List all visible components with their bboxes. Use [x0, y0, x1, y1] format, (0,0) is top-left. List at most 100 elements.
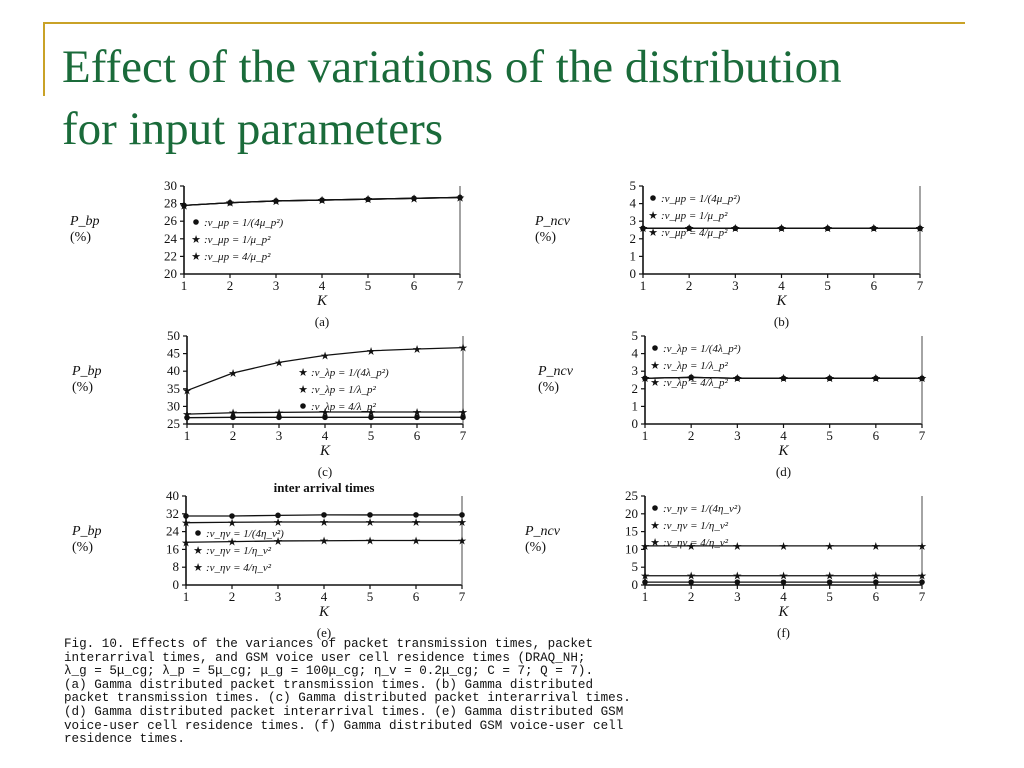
legend-marker: [652, 345, 658, 351]
y-tick-label: 0: [173, 577, 180, 592]
data-point: ★: [823, 223, 833, 235]
data-point: ★: [227, 537, 237, 549]
data-point: ★: [457, 536, 467, 548]
data-point: ★: [640, 373, 650, 385]
legend-marker: ★: [648, 210, 658, 222]
y-tick-label: 2: [630, 231, 637, 246]
slide-title: Effect of the variations of the distribu…: [62, 36, 982, 160]
data-point: [321, 512, 327, 518]
data-point: ★: [640, 541, 650, 553]
data-point: ★: [779, 541, 789, 553]
x-tick-label: 3: [732, 278, 739, 293]
legend-marker: ★: [650, 377, 660, 389]
y-tick-label: 5: [632, 328, 639, 343]
x-tick-label: 7: [459, 589, 466, 604]
legend-entry: :v_μp = 4/μ_p²: [204, 251, 271, 263]
data-point: ★: [274, 407, 284, 419]
x-tick-label: 5: [826, 428, 833, 443]
legend-entry: :v_λp = 1/(4λ_p²): [663, 343, 741, 355]
x-tick-label: 4: [321, 589, 328, 604]
x-tick-label: 1: [642, 428, 649, 443]
data-point: ★: [917, 571, 927, 583]
legend-entry: :v_λp = 1/λ_p²: [663, 360, 729, 372]
y-axis-label: P_bp: [71, 364, 102, 379]
data-point: [734, 579, 741, 585]
y-tick-label: 0: [632, 416, 639, 431]
y-tick-label: 25: [625, 488, 638, 503]
data-point: [183, 513, 189, 519]
data-point: ★: [411, 536, 421, 548]
data-point: ★: [274, 357, 284, 369]
x-tick-label: 2: [230, 428, 237, 443]
slide-title-line-2: for input parameters: [62, 103, 444, 155]
x-tick-label: 4: [780, 428, 787, 443]
legend-marker: ★: [648, 227, 658, 239]
data-point: ★: [455, 192, 465, 204]
data-point: ★: [271, 196, 281, 208]
series-line: [186, 346, 464, 392]
data-point: ★: [686, 571, 696, 583]
data-point: ★: [825, 373, 835, 385]
data-point: [367, 512, 373, 518]
x-tick-label: 1: [184, 428, 191, 443]
data-point: ★: [686, 541, 696, 553]
legend-marker: ★: [650, 520, 660, 532]
legend-marker: [650, 195, 656, 201]
data-point: [322, 414, 328, 421]
data-point: ★: [227, 517, 237, 529]
data-point: ★: [732, 373, 742, 385]
x-tick-label: 3: [273, 278, 280, 293]
data-point: ★: [825, 571, 835, 583]
y-tick-label: 0: [630, 266, 637, 281]
y-tick-label: 20: [164, 266, 177, 281]
x-axis-label: K: [777, 604, 789, 620]
data-point: ★: [871, 571, 881, 583]
data-point: ★: [917, 541, 927, 553]
legend-entry: :v_ηv = 4/η_v²: [206, 562, 272, 574]
legend-marker: ★: [298, 384, 308, 396]
data-point: ★: [871, 373, 881, 385]
data-point: ★: [182, 386, 192, 398]
y-axis-unit: (%): [72, 380, 93, 395]
data-point: ★: [179, 200, 189, 212]
legend-marker: ★: [191, 234, 201, 246]
data-point: ★: [777, 223, 787, 235]
x-tick-label: 1: [642, 589, 649, 604]
data-point: ★: [271, 196, 281, 208]
y-tick-label: 4: [632, 346, 639, 361]
caption-line: (d) Gamma distributed packet interarriva…: [64, 704, 624, 719]
y-tick-label: 32: [166, 506, 179, 521]
data-point: ★: [730, 223, 740, 235]
legend-entry: :v_ηv = 1/(4η_v²): [206, 528, 284, 540]
data-point: ★: [640, 373, 650, 385]
legend-entry: :v_ηv = 1/η_v²: [663, 520, 729, 532]
y-tick-label: 35: [167, 381, 180, 396]
data-point: ★: [732, 571, 742, 583]
legend-entry: :v_μp = 1/(4μ_p²): [661, 193, 741, 205]
legend-marker: ★: [298, 367, 308, 379]
caption-line: (a) Gamma distributed packet transmissio…: [64, 677, 594, 692]
x-axis-label: K: [319, 443, 331, 459]
legend-entry: :v_λp = 1/(4λ_p²): [311, 367, 389, 379]
data-point: ★: [179, 200, 189, 212]
x-axis-label: K: [316, 293, 328, 309]
data-point: [873, 579, 879, 585]
legend-entry: :v_ηv = 4/η_v²: [663, 537, 729, 549]
x-tick-label: 2: [229, 589, 236, 604]
panel-label: (d): [776, 464, 791, 479]
data-point: [184, 414, 190, 421]
y-tick-label: 10: [625, 541, 638, 556]
data-point: ★: [225, 198, 235, 210]
series-line: [183, 196, 461, 207]
data-point: ★: [869, 223, 879, 235]
data-point: ★: [317, 195, 327, 207]
legend-entry: :v_ηv = 1/(4η_v²): [663, 503, 741, 515]
y-tick-label: 30: [164, 178, 177, 193]
data-point: ★: [732, 373, 742, 385]
data-point: ★: [409, 193, 419, 205]
data-point: ★: [181, 537, 191, 549]
data-point: ★: [871, 373, 881, 385]
x-tick-label: 4: [322, 428, 329, 443]
legend-marker: ★: [193, 562, 203, 574]
y-axis-unit: (%): [538, 380, 559, 395]
